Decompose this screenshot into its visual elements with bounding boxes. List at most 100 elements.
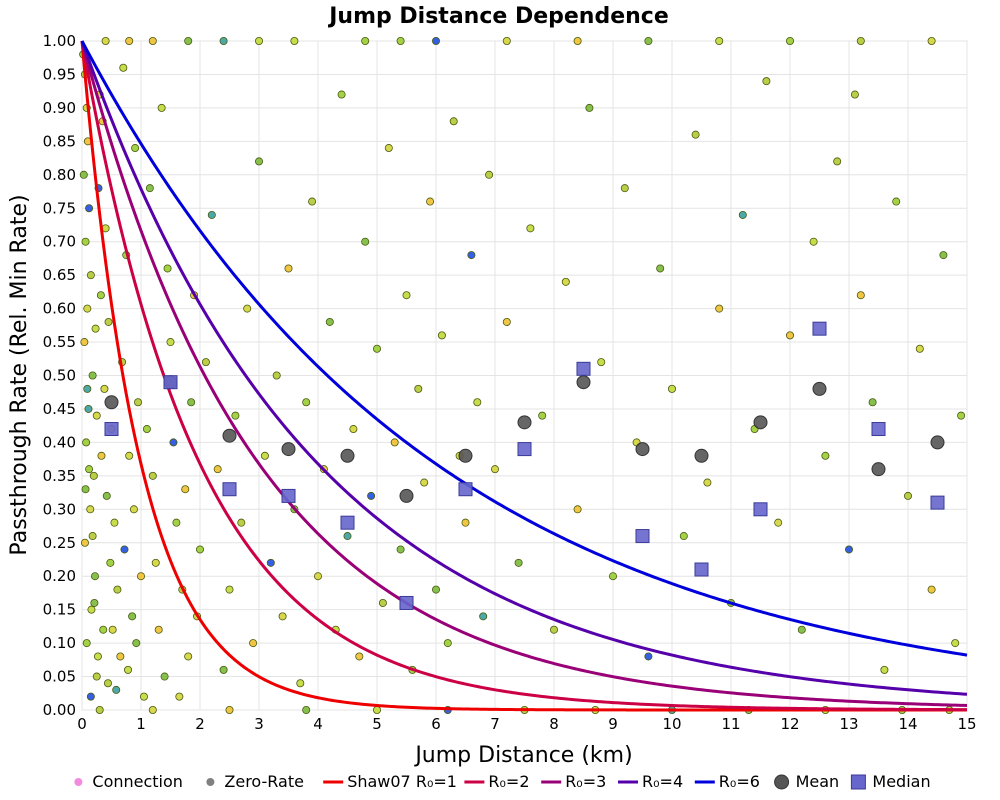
median-marker [399, 595, 414, 610]
y-tick-label: 0.60 [43, 300, 76, 318]
y-tick-label: 0.25 [43, 534, 76, 552]
scatter-point [195, 545, 204, 554]
legend-label: R₀=2 [488, 772, 529, 791]
scatter-point [131, 144, 140, 153]
scatter-point [272, 371, 281, 380]
median-marker [635, 529, 650, 544]
scatter-point [92, 411, 101, 420]
legend-label: Connection [92, 772, 183, 791]
scatter-point [175, 692, 184, 701]
scatter-point [80, 538, 89, 547]
scatter-point [856, 37, 865, 46]
legend-swatch [74, 778, 83, 786]
scatter-point [957, 411, 966, 420]
scatter-point [396, 37, 405, 46]
y-tick-label: 0.75 [43, 199, 76, 217]
median-marker [694, 562, 709, 577]
scatter-point [237, 518, 246, 527]
legend: Connection Zero-Rate Shaw07 R₀=1 R₀=2 R₀=3 R₀… [74, 772, 931, 791]
scatter-point [136, 572, 145, 581]
mean-marker [753, 415, 768, 430]
scatter-point [85, 204, 94, 213]
scatter-point [201, 358, 210, 367]
scatter-point [573, 37, 582, 46]
curve-3 [80, 40, 968, 707]
mean-markers [104, 375, 945, 503]
scatter-point [892, 197, 901, 206]
scatter-point [112, 685, 121, 694]
scatter-point [163, 264, 172, 273]
y-axis-label: Passthrough Rate (Rel. Min Rate) [7, 194, 32, 555]
scatter-point [372, 344, 381, 353]
scatter-point [384, 144, 393, 153]
x-tick-label: 1 [136, 715, 146, 733]
median-marker [576, 361, 591, 376]
mean-marker [340, 448, 355, 463]
scatter-point [479, 612, 488, 621]
scatter-point [426, 197, 435, 206]
x-tick-label: 11 [721, 715, 740, 733]
scatter-point [644, 37, 653, 46]
legend-item: R₀=6 [694, 772, 760, 791]
scatter-point [85, 465, 94, 474]
scatter-point [355, 652, 364, 661]
scatter-point [219, 665, 228, 674]
y-tick-label: 0.15 [43, 601, 76, 619]
x-tick-label: 12 [780, 715, 799, 733]
scatter-point [97, 451, 106, 460]
x-axis-label: Jump Distance (km) [413, 743, 632, 768]
median-marker [753, 502, 768, 517]
scatter-point [821, 451, 830, 460]
x-tick-label: 10 [662, 715, 681, 733]
median-marker [222, 482, 237, 497]
legend-item: Mean [774, 772, 839, 791]
median-markers [104, 321, 945, 610]
legend-label: R₀=4 [642, 772, 683, 791]
median-marker [104, 422, 119, 437]
scatter-point [225, 585, 234, 594]
scatter-point [485, 170, 494, 179]
scatter-point [96, 291, 105, 300]
y-tick-label: 0.30 [43, 500, 76, 518]
x-tick-label: 7 [490, 715, 500, 733]
scatter-point [715, 37, 724, 46]
scatter-point [296, 679, 305, 688]
scatter-point [104, 317, 113, 326]
scatter-point [86, 505, 95, 514]
scatter-point [378, 598, 387, 607]
scatter-point [132, 639, 141, 648]
scatter-point [526, 224, 535, 233]
scatter-point [349, 425, 358, 434]
legend-label: Median [872, 772, 930, 791]
scatter-point [172, 518, 181, 527]
scatter-point [337, 90, 346, 99]
x-tick-label: 9 [608, 715, 618, 733]
y-tick-label: 0.80 [43, 166, 76, 184]
legend-label: Zero-Rate [224, 772, 304, 791]
median-marker [281, 488, 296, 503]
y-tick-label: 0.35 [43, 467, 76, 485]
scatter-point [116, 652, 125, 661]
scatter-point [110, 518, 119, 527]
scatter-point [119, 63, 128, 72]
scatter-point [100, 384, 109, 393]
scatter-point [148, 706, 157, 715]
scatter-point [402, 291, 411, 300]
y-tick-label: 1.00 [43, 32, 76, 50]
scatter-point [915, 344, 924, 353]
legend-item: Median [850, 772, 931, 791]
scatter-point [83, 304, 92, 313]
scatter-point [904, 491, 913, 500]
scatter-point [738, 210, 747, 219]
mean-marker [871, 462, 886, 477]
y-tick-label: 0.10 [43, 634, 76, 652]
scatter-point [550, 625, 559, 634]
scatter-point [656, 264, 665, 273]
scatter-point [431, 585, 440, 594]
scatter-point [86, 692, 95, 701]
scatter-point [113, 585, 122, 594]
scatter-point [103, 679, 112, 688]
scatter-point [145, 184, 154, 193]
scatter-point [225, 706, 234, 715]
legend-label: R₀=6 [719, 772, 760, 791]
